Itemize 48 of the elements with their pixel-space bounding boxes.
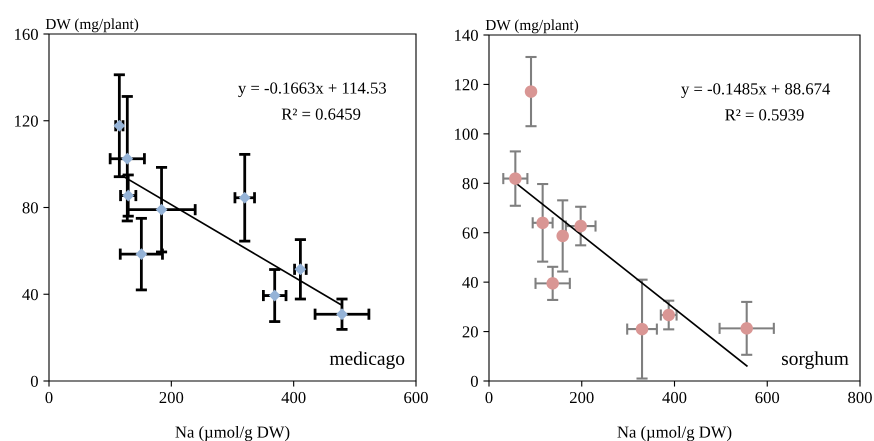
y-tick-label: 80	[462, 178, 478, 190]
annotation: medicago	[330, 351, 404, 370]
y-axis-title: DW (mg/plant)	[486, 19, 578, 34]
point	[238, 192, 251, 204]
x-tick-label: 600	[404, 392, 428, 404]
point	[740, 322, 753, 335]
point	[662, 308, 675, 322]
annotation: R² = 0.6459	[282, 108, 360, 120]
point	[156, 204, 168, 216]
point	[122, 190, 134, 202]
y-tick-label: 120	[455, 79, 478, 90]
annotation: y = -0.1663x + 114.53	[238, 82, 386, 98]
y-tick-label: 0	[30, 376, 38, 387]
x-tick-label: 400	[281, 392, 306, 404]
annotation: y = -0.1485x + 88.674	[681, 83, 830, 98]
point	[509, 172, 522, 185]
y-tick-label: 0	[470, 376, 478, 387]
y-tick-label: 100	[455, 128, 478, 140]
x-tick-label: 800	[848, 392, 872, 404]
y-tick-label: 20	[462, 326, 478, 338]
x-tick-label: 200	[160, 392, 184, 404]
x-axis-title: Na (µmol/g DW)	[175, 426, 290, 441]
point	[556, 230, 569, 242]
x-tick-label: 600	[755, 392, 780, 404]
x-axis-title: Na (µmol/g DW)	[617, 426, 732, 441]
annotation: sorghum	[782, 351, 849, 370]
x-tick-label: 0	[45, 392, 53, 404]
point	[574, 220, 587, 232]
y-tick-label: 160	[15, 28, 38, 40]
point	[135, 248, 148, 260]
y-axis-title: DW (mg/plant)	[46, 18, 138, 32]
point	[536, 216, 549, 230]
point	[121, 152, 134, 165]
y-tick-label: 80	[22, 202, 38, 214]
point	[268, 290, 281, 302]
y-tick-label: 120	[15, 115, 38, 127]
point	[524, 85, 538, 98]
y-tick-label: 40	[462, 276, 478, 288]
point	[546, 277, 559, 290]
x-tick-label: 0	[485, 392, 493, 404]
x-tick-label: 400	[662, 392, 686, 404]
x-tick-label: 200	[570, 392, 594, 404]
annotation: R² = 0.5939	[725, 109, 804, 121]
y-tick-label: 40	[22, 288, 38, 300]
y-tick-label: 140	[455, 30, 478, 41]
point	[636, 322, 648, 336]
y-tick-label: 60	[462, 227, 478, 239]
point	[336, 308, 348, 320]
